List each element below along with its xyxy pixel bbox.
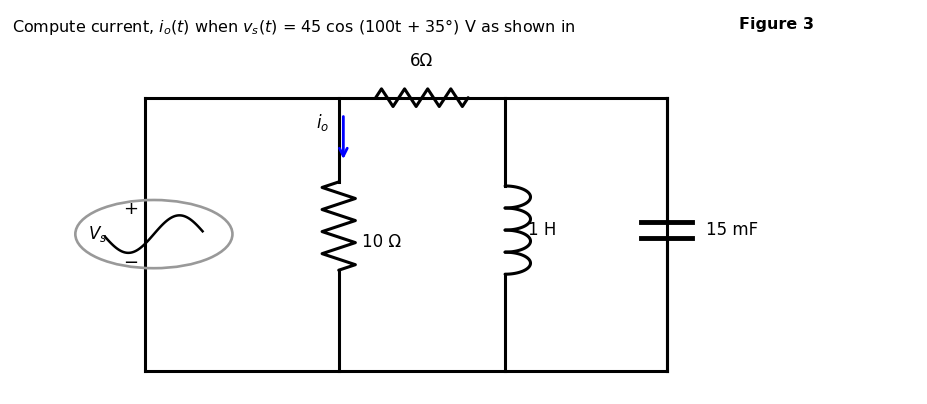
- Text: Figure 3: Figure 3: [739, 17, 814, 32]
- Text: 1 H: 1 H: [528, 221, 556, 239]
- Text: $V_s$: $V_s$: [88, 224, 108, 244]
- Text: 6Ω: 6Ω: [411, 52, 434, 69]
- Text: +: +: [123, 200, 138, 217]
- Text: .: .: [806, 17, 812, 32]
- Text: $i_o$: $i_o$: [316, 112, 329, 133]
- Text: −: −: [123, 254, 138, 272]
- Text: Compute current, $i_o(t)$ when $v_s(t)$ = 45 cos (100t + 35°) V as shown in: Compute current, $i_o(t)$ when $v_s(t)$ …: [12, 17, 578, 38]
- Text: 15 mF: 15 mF: [706, 221, 758, 239]
- Text: 10 Ω: 10 Ω: [362, 233, 401, 251]
